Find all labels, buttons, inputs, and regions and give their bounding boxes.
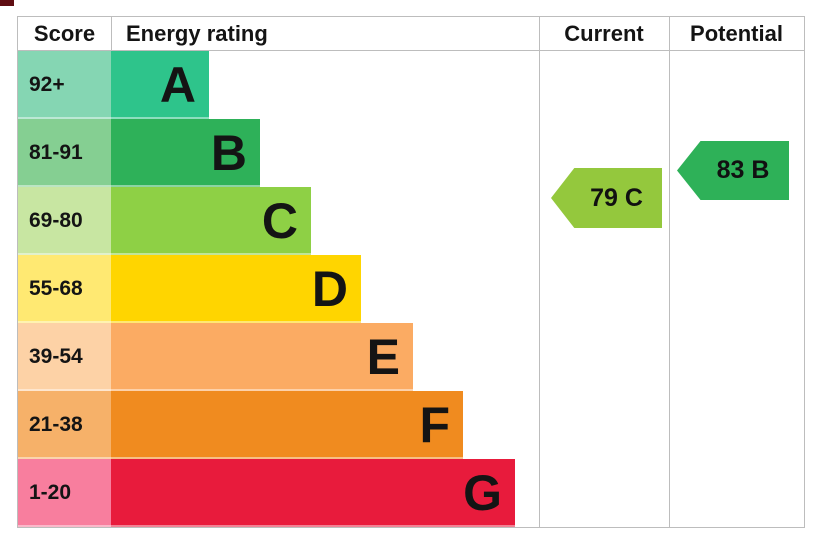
epc-energy-rating-chart: Score Energy rating Current Potential 92… <box>17 16 805 528</box>
score-range-c: 69-80 <box>18 187 111 255</box>
energy-rating-column-header: Energy rating <box>126 20 268 46</box>
score-column-header: Score <box>33 20 96 46</box>
potential-column-header: Potential <box>690 20 783 46</box>
band-row-c: 69-80 C <box>18 187 804 255</box>
band-row-a: 92+ A <box>18 51 804 119</box>
band-bar-g: G <box>111 459 515 527</box>
score-range-b: 81-91 <box>18 119 111 187</box>
current-rating-arrow: 79 C <box>551 168 662 228</box>
band-row-b: 81-91 B <box>18 119 804 187</box>
score-range-a: 92+ <box>18 51 111 119</box>
score-range-e: 39-54 <box>18 323 111 391</box>
band-row-e: 39-54 E <box>18 323 804 391</box>
potential-rating-arrow: 83 B <box>677 141 789 200</box>
current-column-header: Current <box>564 20 644 46</box>
band-row-d: 55-68 D <box>18 255 804 323</box>
band-bar-a: A <box>111 51 209 119</box>
score-column-divider <box>111 17 112 51</box>
band-bar-f: F <box>111 391 463 459</box>
cropped-artifact <box>0 0 14 6</box>
current-column-divider <box>539 17 540 527</box>
band-bar-d: D <box>111 255 361 323</box>
score-range-f: 21-38 <box>18 391 111 459</box>
band-bar-c: C <box>111 187 311 255</box>
table-header-row: Score Energy rating Current Potential <box>18 17 804 51</box>
potential-column-divider <box>669 17 670 527</box>
score-range-d: 55-68 <box>18 255 111 323</box>
band-row-g: 1-20 G <box>18 459 804 527</box>
band-row-f: 21-38 F <box>18 391 804 459</box>
score-range-g: 1-20 <box>18 459 111 527</box>
band-bar-e: E <box>111 323 413 391</box>
band-rows: 92+ A 81-91 B 69-80 C 55-68 D 39-54 E 21… <box>18 51 804 527</box>
band-bar-b: B <box>111 119 260 187</box>
